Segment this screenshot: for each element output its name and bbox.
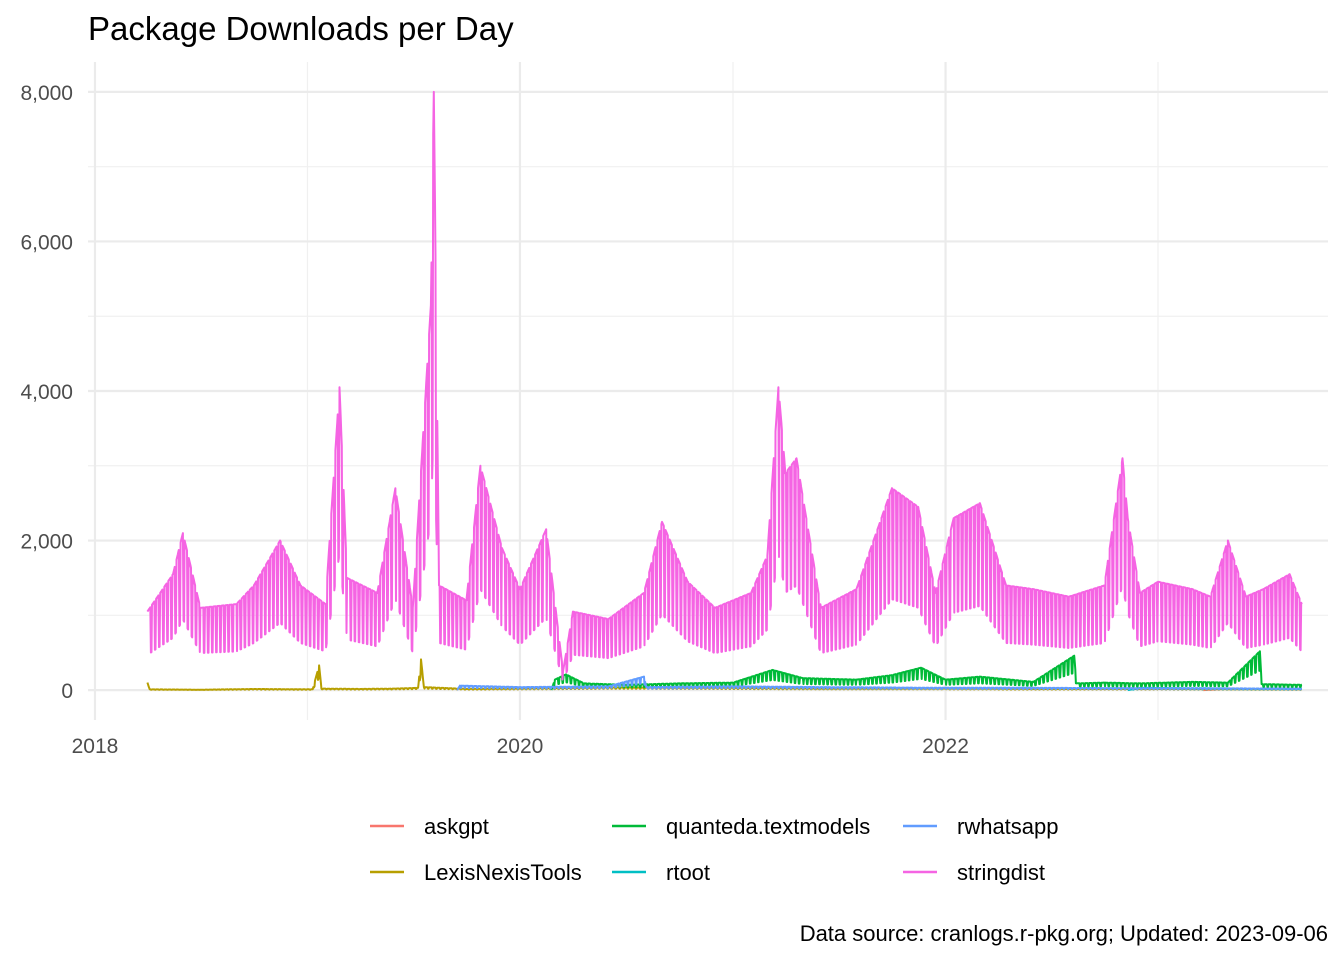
- legend-label: rwhatsapp: [957, 814, 1059, 839]
- legend-label: askgpt: [424, 814, 489, 839]
- legend-item-stringdist: stringdist: [903, 860, 1045, 885]
- series-line-quanteda.textmodels: [550, 650, 1303, 691]
- legend-label: LexisNexisTools: [424, 860, 582, 885]
- y-tick-label: 8,000: [20, 82, 73, 105]
- y-tick-label: 2,000: [20, 531, 73, 554]
- chart-caption: Data source: cranlogs.r-pkg.org; Updated…: [800, 921, 1328, 946]
- legend-label: rtoot: [666, 860, 710, 885]
- x-tick-label: 2018: [72, 735, 119, 758]
- series-layer: [146, 90, 1303, 692]
- legend-item-quanteda.textmodels: quanteda.textmodels: [612, 814, 870, 839]
- chart-title: Package Downloads per Day: [88, 10, 514, 47]
- series-line-rwhatsapp: [456, 675, 1303, 691]
- axis-layer: 2018 2020 2022 0 2,000 4,000 6,000 8,000: [20, 82, 968, 758]
- series-line-stringdist: [146, 90, 1303, 681]
- legend-label: quanteda.textmodels: [666, 814, 870, 839]
- legend-item-LexisNexisTools: LexisNexisTools: [370, 860, 582, 885]
- legend-item-askgpt: askgpt: [370, 814, 489, 839]
- legend-item-rtoot: rtoot: [612, 860, 710, 885]
- legend: askgpt LexisNexisTools quanteda.textmodels…: [370, 814, 1059, 885]
- y-tick-label: 0: [61, 680, 73, 703]
- x-tick-label: 2022: [922, 735, 969, 758]
- y-tick-label: 6,000: [20, 231, 73, 254]
- legend-item-rwhatsapp: rwhatsapp: [903, 814, 1059, 839]
- x-tick-label: 2020: [497, 735, 544, 758]
- legend-label: stringdist: [957, 860, 1045, 885]
- y-tick-label: 4,000: [20, 381, 73, 404]
